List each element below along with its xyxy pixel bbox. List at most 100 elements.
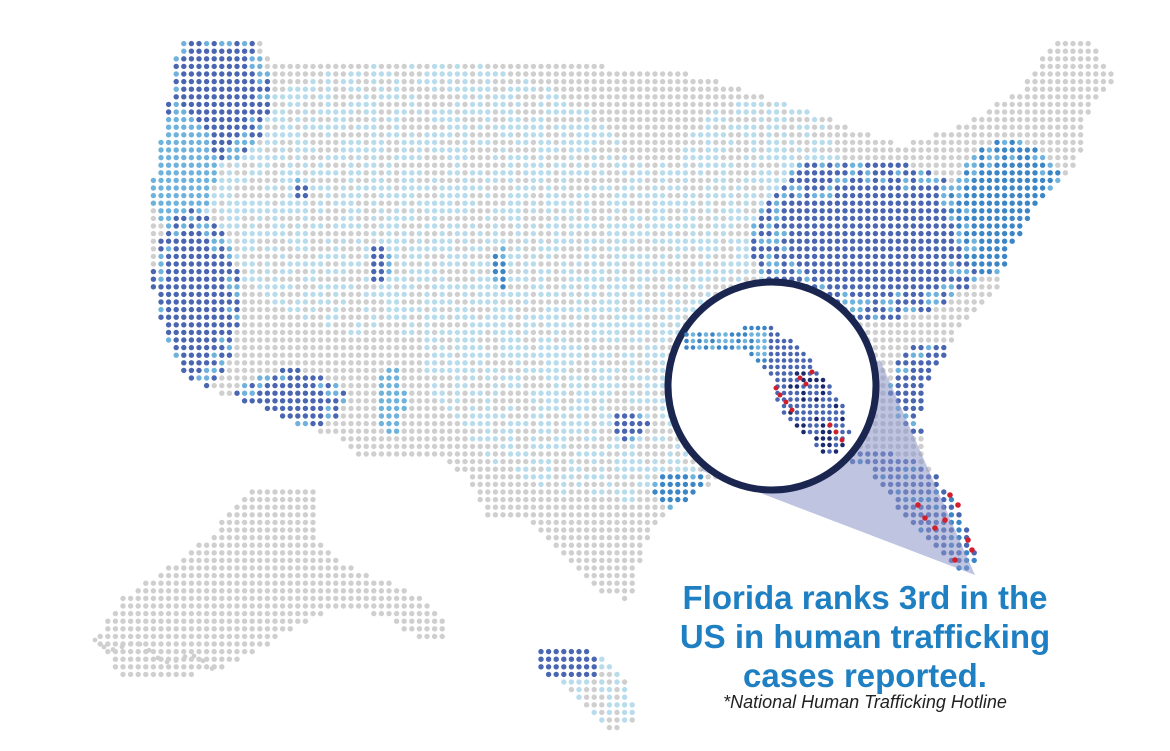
map-dot bbox=[325, 170, 331, 176]
map-dot bbox=[234, 101, 240, 108]
map-dot bbox=[887, 223, 894, 229]
map-dot bbox=[173, 63, 179, 70]
map-dot bbox=[462, 101, 468, 108]
map-dot bbox=[629, 101, 635, 108]
map-dot bbox=[317, 63, 324, 70]
map-dot bbox=[355, 223, 362, 229]
map-dot bbox=[994, 162, 1000, 168]
map-dot bbox=[530, 337, 537, 343]
map-dot bbox=[371, 299, 377, 305]
map-dot bbox=[295, 337, 301, 343]
map-dot bbox=[857, 299, 863, 305]
map-dot bbox=[591, 139, 597, 146]
map-dot bbox=[545, 154, 552, 161]
map-dot bbox=[530, 101, 537, 108]
map-dot bbox=[393, 306, 400, 313]
map-dot bbox=[538, 284, 544, 290]
map-dot bbox=[819, 268, 825, 275]
map-dot bbox=[371, 390, 377, 396]
map-dot bbox=[515, 238, 521, 244]
map-dot bbox=[887, 246, 894, 252]
map-dot bbox=[363, 299, 369, 305]
map-dot bbox=[226, 337, 233, 343]
map-dot bbox=[196, 124, 202, 130]
map-dot bbox=[173, 223, 179, 229]
map-dot bbox=[317, 352, 324, 358]
map-dot bbox=[439, 147, 445, 153]
map-dot bbox=[515, 154, 521, 161]
map-dot bbox=[553, 208, 559, 214]
map-dot bbox=[583, 215, 590, 222]
map-dot bbox=[849, 246, 856, 252]
map-dot bbox=[758, 268, 765, 275]
map-dot bbox=[485, 200, 491, 206]
map-dot bbox=[819, 223, 825, 229]
map-dot bbox=[447, 261, 453, 267]
map-dot bbox=[583, 162, 590, 168]
map-dot bbox=[363, 147, 369, 153]
map-dot bbox=[690, 101, 696, 108]
map-dot bbox=[454, 208, 461, 214]
map-dot bbox=[644, 276, 651, 282]
map-dot bbox=[363, 154, 369, 161]
map-dot bbox=[188, 375, 195, 381]
map-dot bbox=[849, 238, 856, 244]
map-dot bbox=[1017, 132, 1023, 138]
map-dot bbox=[181, 344, 187, 351]
map-dot bbox=[439, 63, 445, 70]
map-dot bbox=[591, 314, 597, 320]
map-dot bbox=[454, 276, 461, 282]
map-dot bbox=[986, 253, 993, 260]
map-dot bbox=[895, 322, 901, 328]
map-dot bbox=[545, 185, 552, 191]
map-dot bbox=[728, 101, 734, 108]
map-dot bbox=[492, 116, 499, 123]
map-dot bbox=[523, 132, 529, 138]
map-dot bbox=[789, 253, 795, 260]
map-dot bbox=[895, 268, 901, 275]
map-dot bbox=[1077, 116, 1084, 123]
map-dot bbox=[249, 124, 255, 130]
map-dot bbox=[918, 299, 924, 305]
map-dot bbox=[279, 78, 286, 85]
map-dot bbox=[279, 329, 286, 336]
map-dot bbox=[257, 200, 263, 206]
map-dot bbox=[538, 177, 544, 184]
map-dot bbox=[963, 238, 970, 244]
map-dot bbox=[910, 246, 917, 252]
map-dot bbox=[241, 268, 248, 275]
map-dot bbox=[903, 223, 909, 229]
map-dot bbox=[454, 268, 461, 275]
map-dot bbox=[849, 306, 856, 313]
map-dot bbox=[637, 238, 643, 244]
map-dot bbox=[378, 284, 385, 290]
map-dot bbox=[302, 291, 309, 298]
map-dot bbox=[872, 185, 879, 191]
map-dot bbox=[963, 253, 970, 260]
map-dot bbox=[196, 139, 202, 146]
map-dot bbox=[416, 139, 423, 146]
map-dot bbox=[431, 314, 438, 320]
map-dot bbox=[272, 230, 278, 237]
map-dot bbox=[302, 71, 309, 77]
map-dot bbox=[720, 124, 727, 130]
map-dot bbox=[834, 291, 841, 298]
map-dot bbox=[963, 177, 970, 184]
map-dot bbox=[751, 238, 757, 244]
map-dot bbox=[697, 94, 704, 100]
map-dot bbox=[705, 291, 711, 298]
map-dot bbox=[743, 276, 749, 282]
map-dot bbox=[583, 192, 590, 199]
map-dot bbox=[690, 192, 696, 199]
map-dot bbox=[317, 215, 324, 222]
map-dot bbox=[865, 322, 871, 328]
map-dot bbox=[773, 268, 780, 275]
map-dot bbox=[621, 147, 628, 153]
map-dot bbox=[903, 177, 909, 184]
map-dot bbox=[279, 322, 286, 328]
map-dot bbox=[659, 284, 666, 290]
map-dot bbox=[1032, 124, 1038, 130]
map-dot bbox=[158, 299, 164, 305]
map-dot bbox=[743, 185, 749, 191]
map-dot bbox=[188, 48, 195, 54]
